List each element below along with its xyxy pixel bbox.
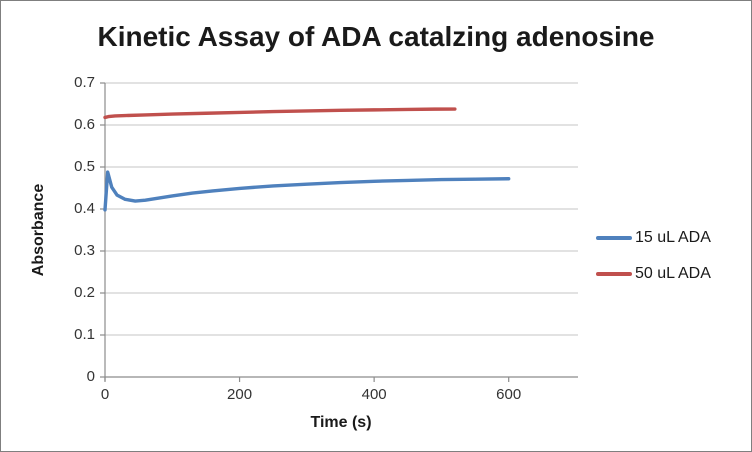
y-tick-label: 0.6	[74, 116, 95, 133]
legend-label: 15 uL ADA	[635, 229, 711, 246]
x-axis-title: Time (s)	[310, 414, 372, 431]
x-tick-label: 600	[496, 386, 522, 403]
legend: 15 uL ADA 50 uL ADA	[596, 220, 746, 292]
y-tick-label: 0.5	[74, 158, 95, 175]
y-tick-label: 0	[86, 368, 95, 385]
x-tick-label: 200	[227, 386, 253, 403]
x-tick-label: 400	[361, 386, 387, 403]
y-axis-title: Absorbance	[30, 183, 47, 277]
y-tick-label: 0.4	[74, 200, 95, 217]
legend-line-swatch-blue	[596, 236, 632, 240]
y-tick-label: 0.1	[74, 326, 95, 343]
x-tick-label: 0	[100, 386, 110, 403]
y-tick-label: 0.7	[74, 74, 95, 91]
y-tick-label: 0.2	[74, 284, 95, 301]
legend-item-15ul: 15 uL ADA	[596, 220, 746, 256]
legend-item-50ul: 50 uL ADA	[596, 256, 746, 292]
chart-title: Kinetic Assay of ADA catalzing adenosine	[97, 21, 655, 52]
legend-label: 50 uL ADA	[635, 265, 711, 282]
legend-line-swatch-red	[596, 272, 632, 276]
y-tick-label: 0.3	[74, 242, 95, 259]
